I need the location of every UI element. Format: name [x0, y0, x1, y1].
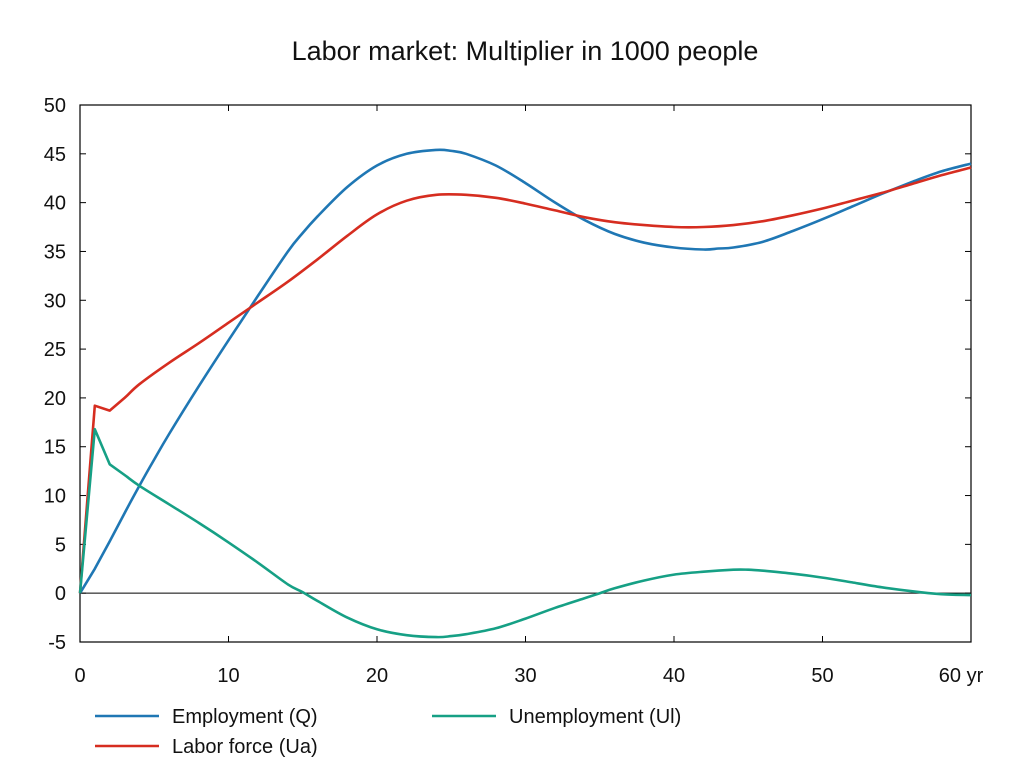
y-tick-label: -5: [48, 632, 66, 654]
x-tick-label: 0: [74, 665, 85, 687]
series-line-3: [78, 427, 972, 639]
x-tick-label: 10: [217, 665, 239, 687]
x-tick-label: 60 yr: [939, 665, 984, 687]
y-tick-label: 40: [44, 193, 66, 215]
legend-label: Unemployment (Ul): [509, 706, 681, 728]
series-line-2: [78, 166, 972, 594]
y-tick-label: 45: [44, 144, 66, 166]
legend-label: Labor force (Ua): [172, 736, 318, 758]
plot-frame: [79, 104, 972, 643]
x-tick-label: 20: [366, 665, 388, 687]
y-tick-label: 15: [44, 437, 66, 459]
y-tick-label: 35: [44, 241, 66, 263]
x-tick-label: 30: [514, 665, 536, 687]
series-lines: [78, 148, 972, 639]
y-tick-label: 50: [44, 95, 66, 117]
x-tick-label: 40: [663, 665, 685, 687]
y-tick-label: 5: [55, 534, 66, 556]
y-tick-label: 10: [44, 486, 66, 508]
chart-title: Labor market: Multiplier in 1000 people: [292, 36, 759, 66]
y-tick-label: 25: [44, 339, 66, 361]
series-line-1: [78, 148, 972, 594]
axes: -5 0 5 10 15 20 25 30 35 40 45 50 0 10 20 30 40 50 60 yr: [44, 95, 984, 687]
legend: Employment (Q) Labor force (Ua) Unemployme…: [95, 706, 681, 758]
y-tick-label: 0: [55, 583, 66, 605]
y-tick-label: 30: [44, 290, 66, 312]
x-tick-label: 50: [811, 665, 833, 687]
y-tick-label: 20: [44, 388, 66, 410]
legend-label: Employment (Q): [172, 706, 318, 728]
